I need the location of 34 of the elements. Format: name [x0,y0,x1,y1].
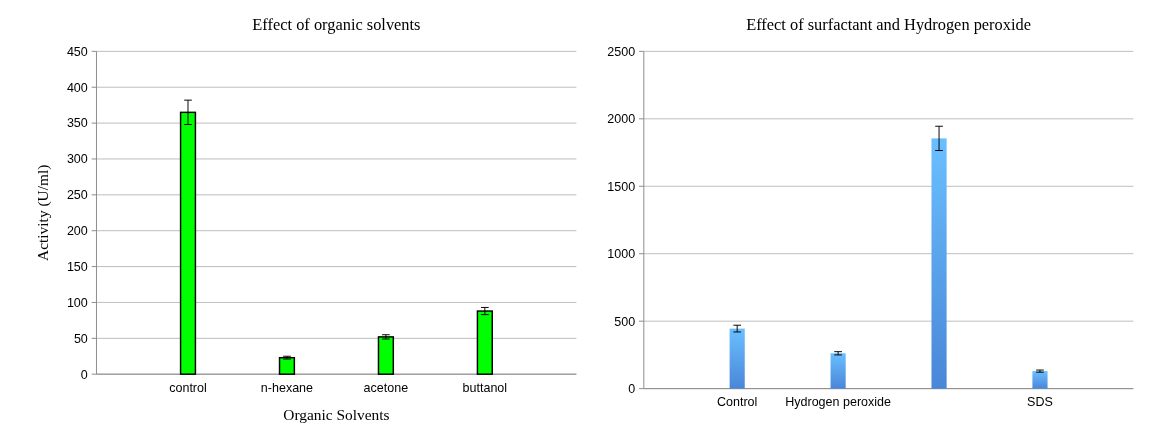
x-tick-label: Hydrogen peroxide [785,394,892,409]
bar [476,310,493,375]
x-tick-label: control [169,380,207,395]
bar [931,138,947,389]
bar [278,356,296,375]
y-tick-label: 100 [66,295,88,310]
y-tick-label: 2500 [607,44,636,59]
y-tick-label: 300 [66,152,88,167]
y-tick-label: 50 [73,331,88,346]
bar [830,353,846,389]
y-axis-title: Activity (U/ml) [34,164,53,261]
y-tick-label: 500 [614,314,636,329]
chart-title: Effect of organic solvents [252,15,421,35]
y-tick-label: 150 [66,259,88,274]
y-tick-label: 1500 [607,179,636,194]
x-tick-label: n-hexane [260,380,314,395]
bar [377,336,395,375]
x-tick-label: SDS [1027,394,1053,409]
y-tick-label: 450 [66,44,88,59]
y-tick-label: 250 [66,188,88,203]
y-tick-label: 400 [66,80,88,95]
bar [1032,371,1048,389]
y-tick-label: 0 [628,382,636,397]
y-tick-label: 350 [66,116,88,131]
x-tick-label: buttanol [462,380,508,395]
x-tick-label: acetone [363,380,409,395]
y-tick-label: 2000 [607,112,636,127]
chart-title: Effect of surfactant and Hydrogen peroxide [746,15,1031,35]
x-axis-title: Organic Solvents [283,406,390,424]
bar [729,328,745,389]
y-tick-label: 200 [66,224,88,239]
x-tick-label: Control [717,394,758,409]
y-tick-label: 1000 [607,247,636,262]
y-tick-label: 0 [80,367,88,382]
